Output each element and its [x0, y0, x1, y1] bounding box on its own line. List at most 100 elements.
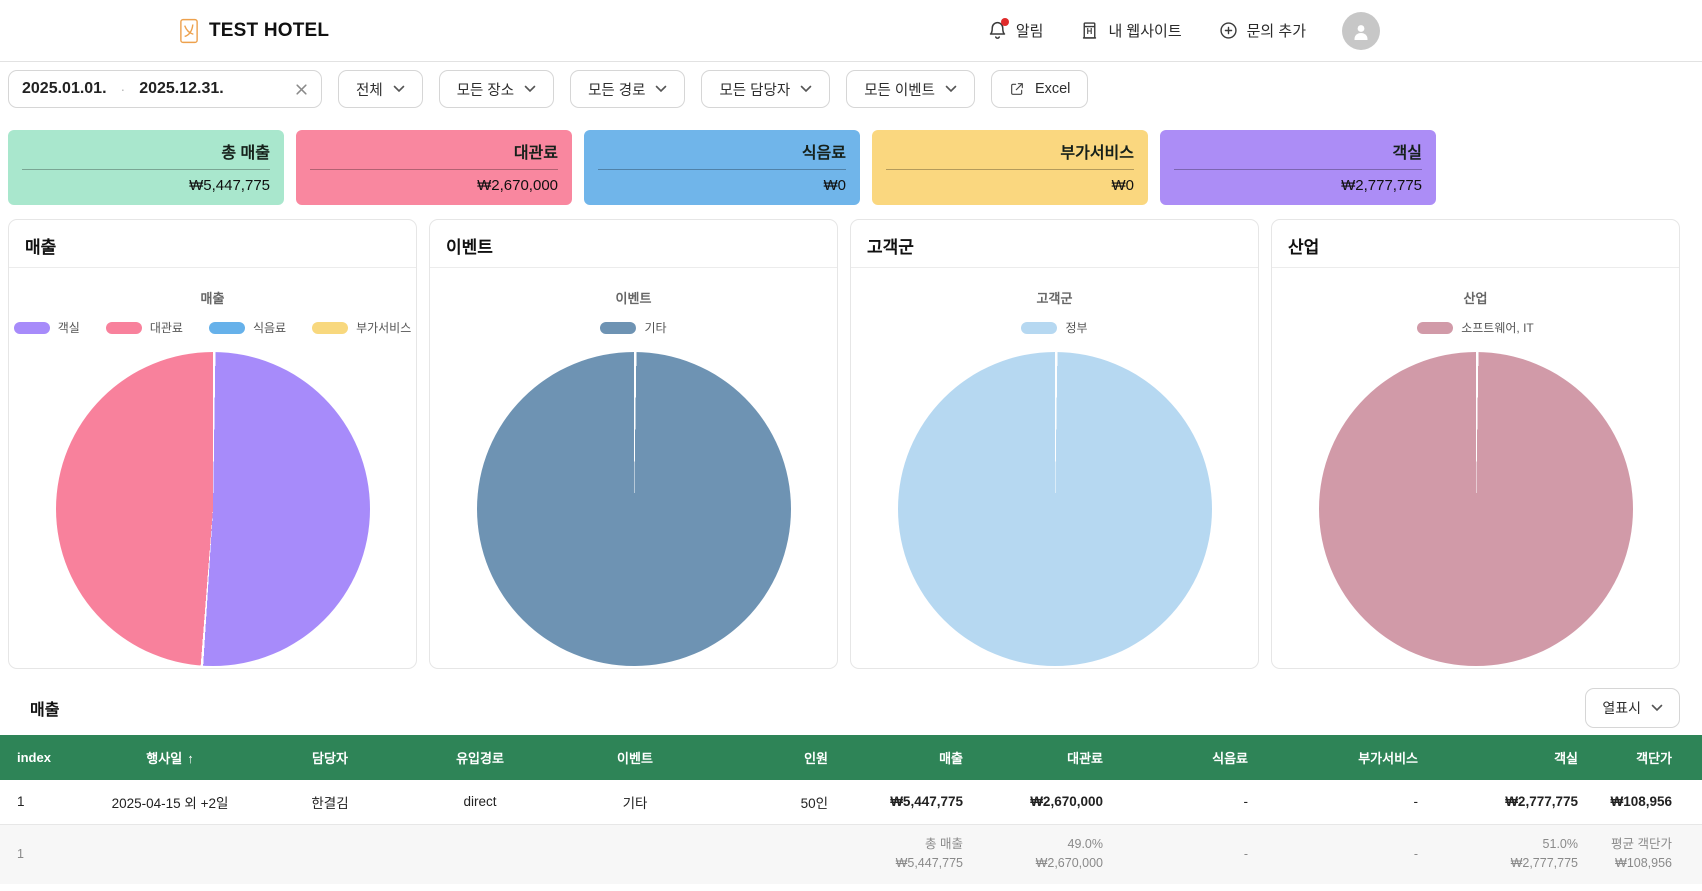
- footer-cell-total-revenue: 총 매출 ₩5,447,775: [895, 837, 963, 871]
- card-divider: [22, 169, 270, 170]
- bell-icon: [987, 18, 1009, 41]
- building-icon: H: [1079, 20, 1100, 41]
- brand: TEST HOTEL: [178, 18, 329, 44]
- industry-pie-panel: 산업 산업 소프트웨어, IT: [1271, 219, 1680, 669]
- col-header-venue-fee[interactable]: 대관료: [1067, 751, 1103, 766]
- legend-item[interactable]: 대관료: [105, 319, 183, 336]
- date-separator: ·: [120, 81, 126, 97]
- manager-dropdown[interactable]: 모든 담당자: [701, 70, 831, 108]
- card-total-revenue: 총 매출 ₩5,447,775: [8, 130, 284, 205]
- date-start-value[interactable]: 2025.01.01.: [22, 80, 107, 97]
- hotel-logo-icon: [178, 18, 200, 44]
- footer-cell-rooms: 51.0% ₩2,777,775: [1510, 837, 1578, 871]
- chevron-down-icon: [655, 85, 667, 93]
- table-row[interactable]: 1 2025-04-15 외 +2일 한결김 direct 기타 50인 ₩5,…: [0, 780, 1702, 824]
- col-header-manager[interactable]: 담당자: [312, 751, 348, 766]
- chart-legend: 정부: [851, 319, 1258, 336]
- table-section-header: 매출 열표시: [0, 686, 1702, 730]
- chart-title: 매출: [200, 291, 225, 306]
- card-title: 대관료: [513, 145, 558, 162]
- place-dropdown[interactable]: 모든 장소: [438, 70, 555, 108]
- card-divider: [310, 169, 558, 170]
- chevron-down-icon: [800, 85, 812, 93]
- my-website-button[interactable]: H 내 웹사이트: [1079, 20, 1182, 41]
- col-header-food-beverage[interactable]: 식음료: [1212, 751, 1248, 766]
- person-icon: [1349, 19, 1373, 43]
- card-rooms: 객실 ₩2,777,775: [1160, 130, 1436, 205]
- panel-title: 산업: [1288, 238, 1320, 257]
- legend-item[interactable]: 소프트웨어, IT: [1417, 319, 1534, 336]
- avatar[interactable]: [1342, 11, 1380, 50]
- cell-event: 기타: [622, 795, 648, 811]
- pie-chart: [1318, 352, 1633, 666]
- notifications-label: 알림: [1015, 23, 1044, 40]
- footer-cell: [270, 824, 390, 884]
- col-header-revenue[interactable]: 매출: [939, 751, 963, 766]
- panel-divider: [430, 267, 837, 268]
- brand-name: TEST HOTEL: [209, 19, 330, 41]
- sort-asc-icon: ↑: [187, 751, 194, 766]
- col-header-people[interactable]: 인원: [804, 751, 828, 766]
- notifications-button[interactable]: 알림: [987, 18, 1044, 41]
- card-title: 객실: [1392, 145, 1422, 162]
- col-header-extra-services[interactable]: 부가서비스: [1358, 751, 1418, 766]
- chevron-down-icon: [393, 85, 405, 93]
- card-value: ₩0: [823, 177, 847, 194]
- customer-pie-panel: 고객군 고객군 정부: [850, 219, 1259, 669]
- card-value: ₩0: [1111, 177, 1135, 194]
- legend-item[interactable]: 부가서비스: [312, 319, 411, 336]
- revenue-table: index 행사일 ↑ 담당자 유입경로 이벤트 인원 매출 대관료 식음료 부가…: [0, 735, 1702, 884]
- date-range-picker[interactable]: 2025.01.01. · 2025.12.31.: [8, 70, 322, 108]
- notification-dot: [1000, 18, 1009, 26]
- col-header-event-date[interactable]: 행사일 ↑: [146, 751, 194, 766]
- event-pie-panel: 이벤트 이벤트 기타: [429, 219, 838, 669]
- excel-export-button[interactable]: Excel: [990, 70, 1089, 108]
- col-header-price-per-guest[interactable]: 객단가: [1636, 751, 1672, 766]
- legend-item[interactable]: 객실: [13, 319, 80, 336]
- panel-divider: [851, 267, 1258, 268]
- card-value: ₩5,447,775: [189, 177, 270, 194]
- footer-cell-avg-price: 평균 객단가 ₩108,956: [1611, 837, 1672, 871]
- summary-cards: 총 매출 ₩5,447,775 대관료 ₩2,670,000 식음료 ₩0 부가…: [0, 128, 1702, 205]
- chart-title: 고객군: [1036, 291, 1073, 306]
- col-header-event[interactable]: 이벤트: [617, 751, 653, 766]
- cell-revenue: ₩5,447,775: [890, 794, 963, 810]
- col-header-channel[interactable]: 유입경로: [456, 751, 504, 766]
- chart-legend: 기타: [430, 319, 837, 336]
- card-divider: [598, 169, 846, 170]
- scope-dropdown[interactable]: 전체: [338, 70, 423, 108]
- column-visibility-dropdown[interactable]: 열표시: [1585, 688, 1680, 728]
- card-title: 총 매출: [221, 145, 270, 162]
- close-icon: [295, 83, 308, 96]
- plus-circle-icon: [1218, 20, 1239, 41]
- date-end-value[interactable]: 2025.12.31.: [139, 80, 224, 97]
- event-dropdown[interactable]: 모든 이벤트: [846, 70, 975, 108]
- panel-title: 고객군: [867, 238, 914, 257]
- legend-item[interactable]: 기타: [600, 319, 667, 336]
- col-header-rooms[interactable]: 객실: [1554, 751, 1578, 766]
- clear-date-button[interactable]: [295, 83, 308, 96]
- card-value: ₩2,670,000: [477, 177, 558, 194]
- legend-item[interactable]: 정부: [1021, 319, 1088, 336]
- add-inquiry-button[interactable]: 문의 추가: [1218, 20, 1306, 41]
- filter-bar: 2025.01.01. · 2025.12.31. 전체 모든 장소 모든 경로…: [0, 62, 1702, 128]
- chart-legend: 소프트웨어, IT: [1272, 319, 1679, 336]
- cell-manager: 한결김: [311, 795, 349, 811]
- card-extra-services: 부가서비스 ₩0: [872, 130, 1148, 205]
- legend-swatch: [600, 321, 637, 334]
- card-divider: [1174, 169, 1422, 170]
- footer-cell: 1: [17, 846, 24, 861]
- table-section-title: 매출: [30, 702, 60, 719]
- legend-swatch: [1021, 321, 1058, 334]
- legend-swatch: [1417, 321, 1454, 334]
- col-header-index[interactable]: index: [17, 750, 51, 765]
- channel-dropdown[interactable]: 모든 경로: [570, 70, 686, 108]
- cell-index: 1: [17, 794, 25, 810]
- chevron-down-icon: [524, 85, 536, 93]
- cell-food-beverage: -: [1243, 794, 1249, 810]
- legend-swatch: [105, 321, 142, 334]
- legend-item[interactable]: 식음료: [208, 319, 286, 336]
- panel-title: 이벤트: [446, 238, 493, 257]
- my-website-label: 내 웹사이트: [1108, 23, 1182, 40]
- cell-channel: direct: [463, 794, 497, 810]
